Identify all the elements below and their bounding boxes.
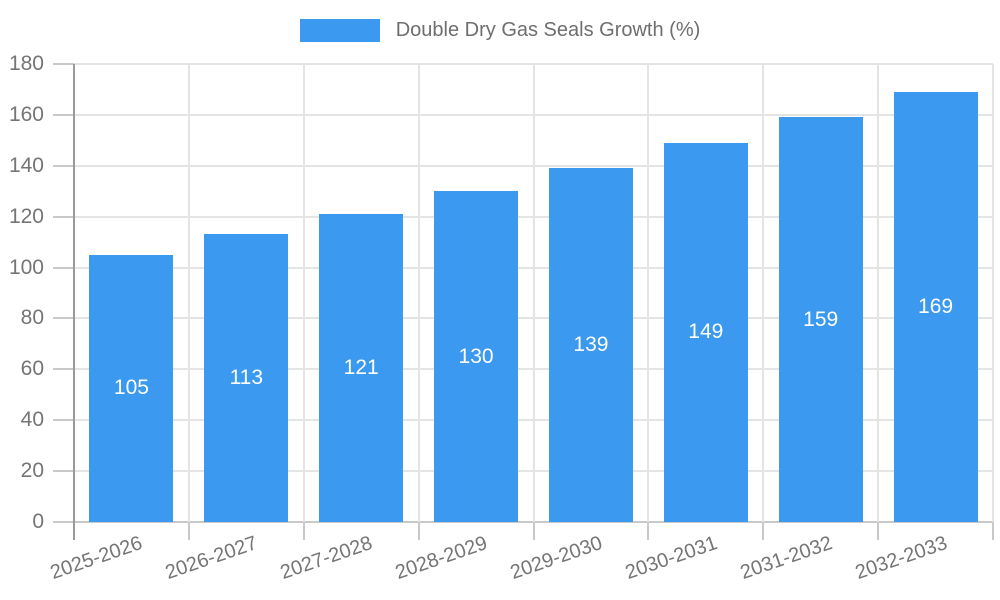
y-tick-label: 140 (8, 153, 44, 177)
legend-swatch-icon[interactable] (299, 19, 380, 42)
legend-label: Double Dry Gas Seals Growth (%) (395, 19, 701, 41)
y-axis-tick (53, 164, 74, 167)
x-gridline (302, 64, 305, 522)
y-axis-tick (53, 266, 74, 269)
x-tick-label: 2029-2030 (507, 532, 606, 584)
x-gridline (647, 64, 650, 522)
bar[interactable]: 105 (89, 254, 174, 522)
legend[interactable]: Double Dry Gas Seals Growth (%) (0, 19, 1000, 42)
bar[interactable]: 130 (434, 191, 519, 522)
bar[interactable]: 159 (778, 117, 863, 522)
x-gridline (762, 64, 765, 522)
y-tick-label: 160 (8, 102, 44, 126)
bar[interactable]: 169 (893, 91, 978, 522)
y-axis-tick (53, 113, 74, 116)
y-axis-line (73, 64, 75, 540)
y-axis-tick (53, 63, 74, 65)
y-tick-label: 0 (32, 510, 44, 533)
bar-value-label: 121 (343, 356, 379, 380)
x-tick-label: 2027-2028 (277, 532, 376, 584)
y-axis-tick (53, 215, 74, 218)
x-axis-tick (302, 522, 305, 540)
x-tick-label: 2026-2027 (162, 532, 261, 584)
x-gridline (877, 64, 880, 522)
x-gridline (532, 64, 535, 522)
x-tick-label: 2028-2029 (392, 532, 491, 584)
y-tick-label: 80 (20, 306, 44, 330)
bar-value-label: 149 (688, 320, 724, 344)
bar[interactable]: 113 (204, 234, 289, 522)
y-tick-label: 100 (8, 255, 44, 279)
y-tick-label: 40 (20, 408, 44, 432)
x-axis-tick (992, 522, 994, 540)
bar-value-label: 105 (113, 376, 149, 400)
x-axis-tick (187, 522, 190, 540)
y-tick-label: 20 (20, 459, 44, 483)
y-axis-tick (53, 368, 74, 371)
y-axis-tick (53, 317, 74, 320)
bar-value-label: 139 (573, 333, 609, 357)
y-tick-label: 60 (20, 357, 44, 381)
bar-value-label: 113 (229, 366, 264, 390)
x-axis-tick (647, 522, 650, 540)
y-tick-label: 180 (8, 52, 44, 75)
x-axis-tick (762, 522, 765, 540)
x-gridline (992, 64, 994, 522)
x-tick-label: 2030-2031 (622, 532, 720, 584)
y-tick-label: 120 (8, 204, 44, 228)
x-axis-tick (877, 522, 880, 540)
x-tick-label: 2025-2026 (47, 532, 146, 584)
x-axis-tick (532, 522, 535, 540)
x-tick-label: 2031-2032 (737, 532, 835, 584)
bar-value-label: 159 (803, 307, 839, 331)
x-gridline (417, 64, 420, 522)
bar[interactable]: 149 (663, 142, 748, 522)
plot-area: 0 20 40 60 80 100 120 140 160 180 105 2025-2026 113 2… (9, 52, 994, 584)
bar-value-label: 169 (918, 294, 954, 318)
bar[interactable]: 139 (548, 168, 633, 522)
x-axis-tick (417, 522, 420, 540)
x-tick-label: 2032-2033 (852, 532, 950, 584)
bar-value-label: 130 (458, 344, 494, 368)
bar[interactable]: 121 (319, 214, 404, 522)
y-axis-tick (53, 470, 74, 473)
x-gridline (187, 64, 190, 522)
y-axis-tick (53, 419, 74, 422)
y-axis-tick (53, 521, 74, 523)
